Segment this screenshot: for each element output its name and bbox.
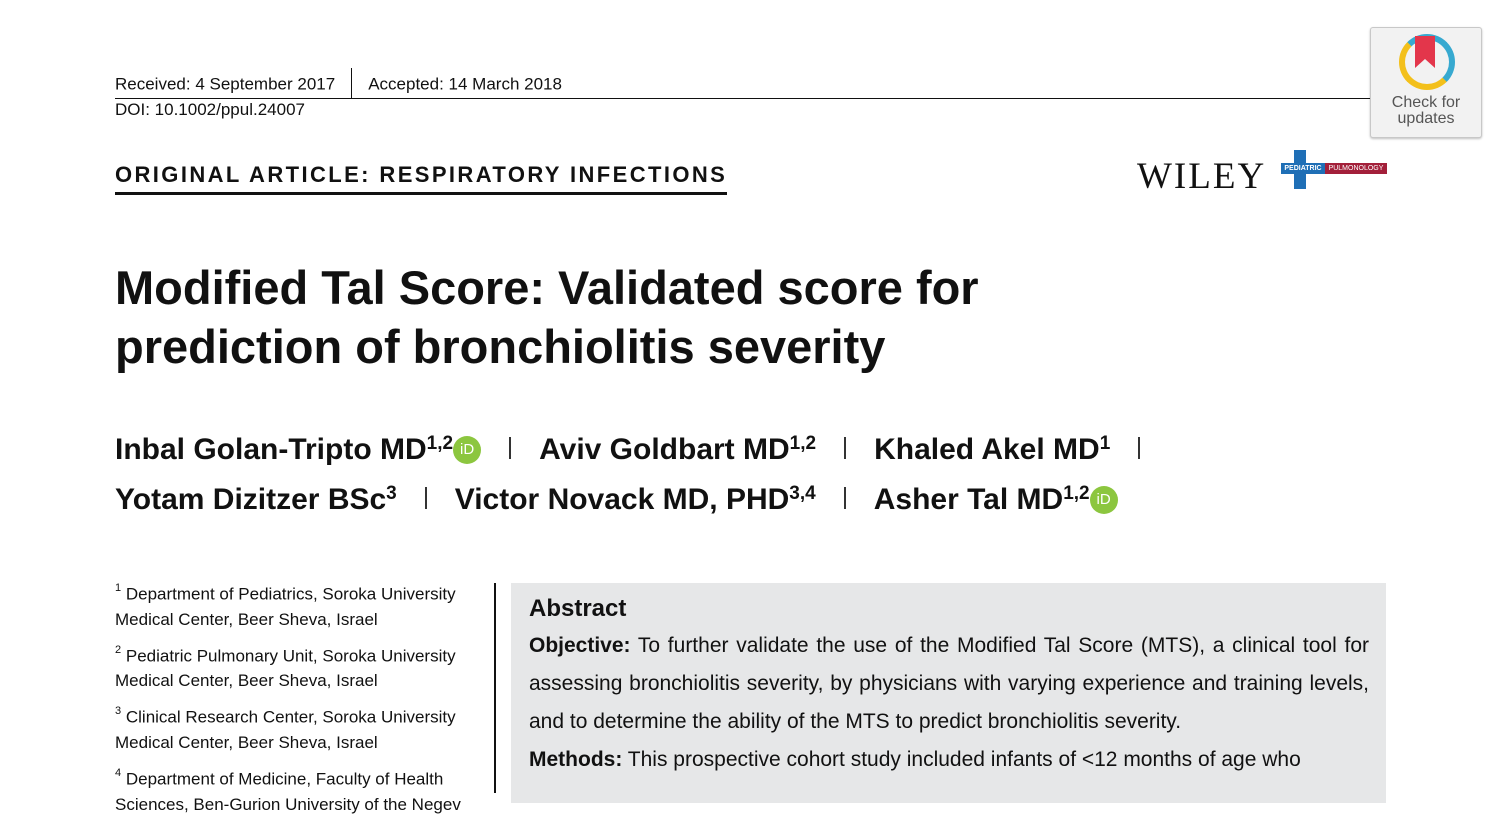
journal-logo-left: PEDIATRIC — [1281, 163, 1325, 174]
dates-divider — [351, 68, 353, 98]
abstract-methods: Methods: This prospective cohort study i… — [529, 748, 1301, 771]
affiliations: 1 Department of Pediatrics, Soroka Unive… — [115, 578, 475, 825]
author[interactable]: Inbal Golan-Tripto MD1,2 iD — [115, 425, 482, 475]
author[interactable]: Victor Novack MD, PHD3,4 — [454, 483, 816, 516]
accepted-date: Accepted: 14 March 2018 — [368, 74, 562, 94]
author-separator — [844, 437, 847, 460]
orcid-icon[interactable]: iD — [453, 436, 482, 465]
received-date: Received: 4 September 2017 — [115, 74, 336, 94]
header-rule — [115, 98, 1370, 99]
article-section-label: ORIGINAL ARTICLE: RESPIRATORY INFECTIONS — [115, 162, 728, 195]
check-for-updates-label: Check for updates — [1391, 94, 1461, 127]
journal-logo-right: PULMONOLOGY — [1325, 163, 1387, 174]
affiliation-marker: 1 — [1099, 433, 1111, 454]
affiliation-marker: 1,2 — [426, 433, 454, 454]
column-divider — [494, 583, 496, 793]
journal-logo: PEDIATRIC PULMONOLOGY — [1281, 150, 1387, 190]
affiliation: 2 Pediatric Pulmonary Unit, Soroka Unive… — [115, 643, 456, 691]
author[interactable]: Yotam Dizitzer BSc3 — [115, 483, 397, 516]
author-separator — [843, 487, 846, 510]
bookmark-icon — [1415, 36, 1435, 68]
abstract-objective: Objective: To further validate the use o… — [529, 634, 1369, 733]
dates-line: Received: 4 September 2017 Accepted: 14 M… — [115, 68, 562, 100]
author-separator — [424, 487, 427, 510]
doi[interactable]: DOI: 10.1002/ppul.24007 — [115, 100, 305, 119]
article-title: Modified Tal Score: Validated score for … — [115, 261, 979, 373]
author[interactable]: Aviv Goldbart MD1,2 — [539, 433, 817, 466]
author-separator — [509, 437, 512, 460]
affiliation-marker: 3 — [386, 483, 397, 504]
abstract-heading: Abstract — [529, 595, 627, 622]
abstract-box: Abstract Objective: To further validate … — [511, 583, 1386, 803]
affiliation: 4 Department of Medicine, Faculty of Hea… — [115, 766, 461, 814]
author-list: Inbal Golan-Tripto MD1,2 iD Aviv Goldbart … — [115, 425, 1265, 525]
publisher-logo: WILEY — [1137, 156, 1267, 197]
affiliation: 3 Clinical Research Center, Soroka Unive… — [115, 705, 456, 752]
affiliation: 1 Department of Pediatrics, Soroka Unive… — [115, 582, 456, 629]
author[interactable]: Asher Tal MD1,2 iD — [874, 475, 1118, 525]
author[interactable]: Khaled Akel MD1 — [874, 433, 1111, 466]
affiliation-marker: 3,4 — [789, 483, 816, 504]
affiliation-marker: 1,2 — [1063, 483, 1090, 504]
author-separator — [1138, 437, 1141, 460]
orcid-icon[interactable]: iD — [1089, 486, 1118, 515]
affiliation-marker: 1,2 — [789, 433, 817, 454]
check-for-updates-button[interactable]: Check for updates — [1370, 27, 1482, 138]
